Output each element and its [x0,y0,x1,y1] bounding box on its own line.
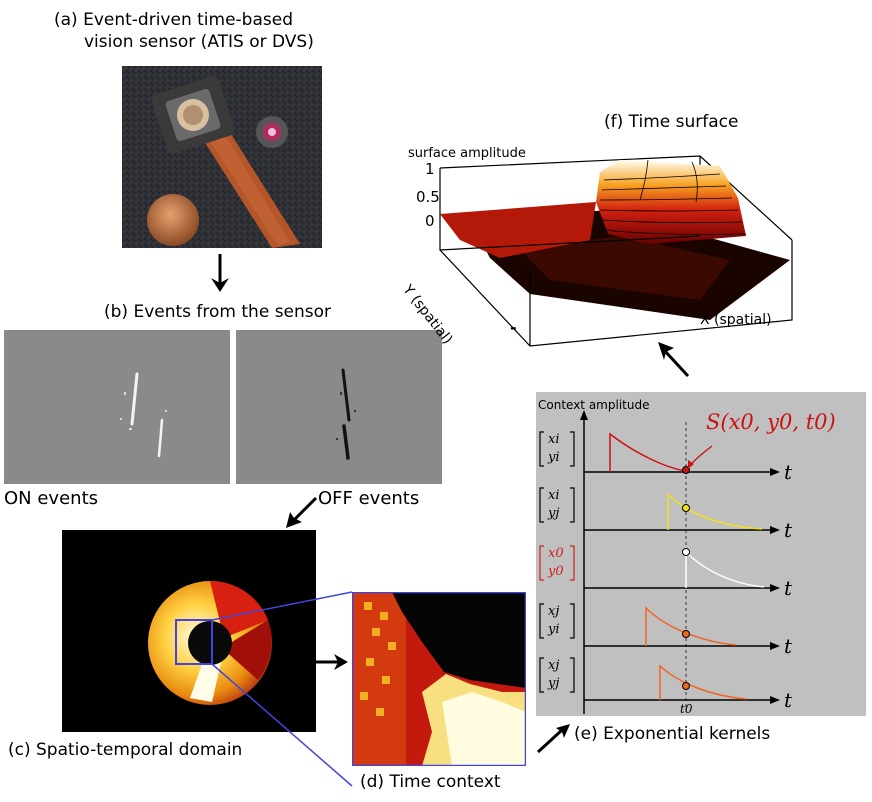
caption-c: (c) Spatio-temporal domain [8,740,243,760]
row2-bottom: yj [548,506,560,521]
kernel-annotation: S(x0, y0, t0) [706,410,836,434]
t-label-4: t [784,634,793,658]
z-tick-0: 0 [425,212,435,230]
t-label-5: t [784,688,793,712]
row5-bottom: yj [548,676,560,691]
row2-top: xi [548,488,560,503]
context-amplitude-label: Context amplitude [538,398,650,412]
arrow-e-to-f [658,342,690,378]
caption-a-line2: vision sensor (ATIS or DVS) [84,32,314,52]
on-events-image [4,330,230,484]
row4-bottom: yi [548,622,560,637]
row1-top: xi [548,432,560,447]
kernel-plots [539,410,780,714]
z-axis-label: surface amplitude [408,146,526,161]
row1-bottom: yi [548,450,560,465]
time-context-image [352,592,526,766]
row5-top: xj [548,658,560,673]
z-tick-0-5: 0.5 [416,188,440,206]
caption-d: (d) Time context [360,772,501,792]
row3-top: x0 [548,546,564,561]
row4-top: xj [548,604,560,619]
t-label-2: t [784,518,793,542]
arrow-c-to-d [314,654,348,670]
caption-a-line1: (a) Event-driven time-based [54,10,293,30]
row3-bottom: y0 [548,564,564,579]
off-events-label: OFF events [318,488,420,509]
arrow-a-to-b [211,254,229,292]
sensor-photo [122,66,322,248]
arrow-b-to-c [286,496,318,528]
t-label-3: t [784,576,793,600]
arrow-d-to-e [536,724,570,754]
caption-e: (e) Exponential kernels [574,724,771,744]
x-axis-label-surface: X (spatial) [700,312,772,328]
caption-f: (f) Time surface [604,112,739,132]
spatio-temporal-image [62,530,316,732]
caption-b: (b) Events from the sensor [104,302,332,322]
t-label-1: t [784,460,793,484]
t0-tick-label: t0 [680,702,693,716]
time-surface-plot [439,155,793,347]
off-events-image [236,330,442,484]
z-tick-1: 1 [425,160,435,178]
on-events-label: ON events [4,488,98,509]
exponential-kernels-panel [536,392,866,716]
minus-sign: - [510,318,517,337]
